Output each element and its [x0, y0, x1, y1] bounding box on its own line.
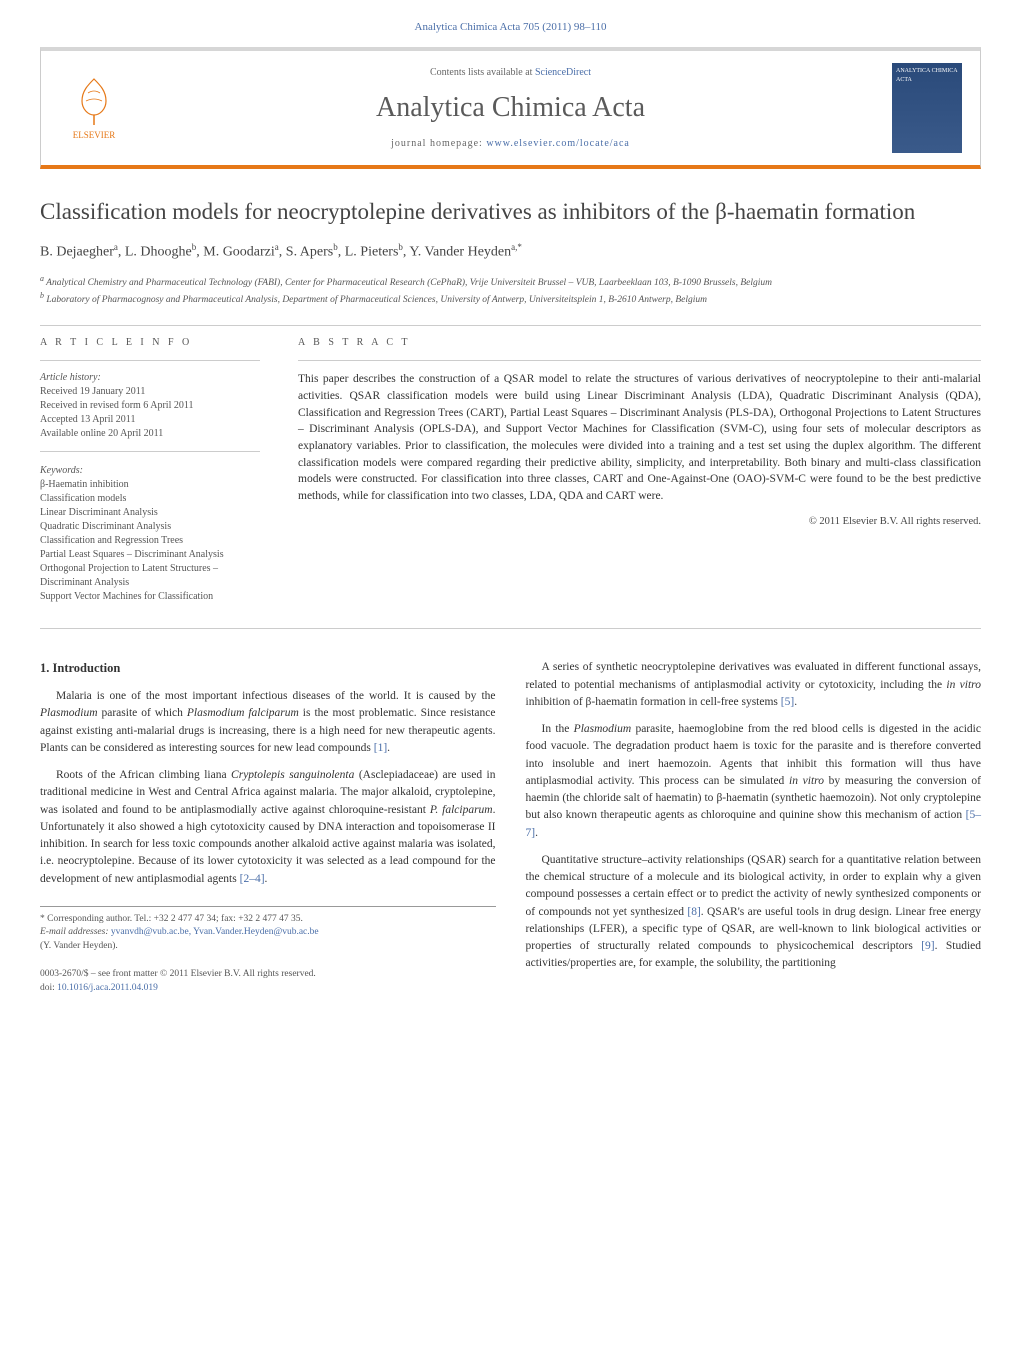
citation-link[interactable]: [9]: [921, 940, 934, 952]
email-label: E-mail addresses:: [40, 927, 109, 937]
history-item: Received in revised form 6 April 2011: [40, 399, 260, 413]
affiliations: a Analytical Chemistry and Pharmaceutica…: [40, 273, 981, 308]
publisher-label: ELSEVIER: [73, 129, 116, 142]
body-paragraph: In the Plasmodium parasite, haemoglobine…: [526, 721, 982, 842]
email-link[interactable]: yvanvdh@vub.ac.be, Yvan.Vander.Heyden@vu…: [111, 927, 319, 937]
divider: [40, 451, 260, 452]
contents-available-line: Contents lists available at ScienceDirec…: [147, 66, 874, 80]
body-paragraph: Quantitative structure–activity relation…: [526, 852, 982, 973]
keyword: Partial Least Squares – Discriminant Ana…: [40, 548, 260, 562]
homepage-link[interactable]: www.elsevier.com/locate/aca: [486, 138, 630, 149]
citation-link[interactable]: [5]: [781, 696, 794, 708]
body-paragraph: Malaria is one of the most important inf…: [40, 688, 496, 757]
author-aff-sup: b: [192, 242, 197, 252]
footnote-block: * Corresponding author. Tel.: +32 2 477 …: [40, 906, 496, 953]
author: M. Goodarzi: [203, 245, 275, 260]
corresponding-author-note: * Corresponding author. Tel.: +32 2 477 …: [40, 913, 496, 926]
meta-row: A R T I C L E I N F O Article history: R…: [40, 336, 981, 604]
footer-meta: 0003-2670/$ – see front matter © 2011 El…: [40, 967, 496, 996]
history-item: Received 19 January 2011: [40, 385, 260, 399]
divider: [40, 325, 981, 326]
right-column: A series of synthetic neocryptolepine de…: [526, 659, 982, 995]
keywords-label: Keywords:: [40, 464, 260, 478]
affiliation-a: a Analytical Chemistry and Pharmaceutica…: [40, 273, 981, 290]
keyword: Quadratic Discriminant Analysis: [40, 520, 260, 534]
article-info-column: A R T I C L E I N F O Article history: R…: [40, 336, 260, 604]
divider: [40, 628, 981, 629]
author-aff-sup: a: [114, 242, 118, 252]
divider: [40, 360, 260, 361]
author-aff-sup: a,*: [511, 242, 522, 252]
author-aff-sup: b: [398, 242, 403, 252]
keyword: Classification models: [40, 492, 260, 506]
author: Y. Vander Heyden: [409, 245, 511, 260]
journal-header: ELSEVIER Contents lists available at Sci…: [40, 47, 981, 169]
email-owner: (Y. Vander Heyden).: [40, 940, 496, 953]
journal-reference: Analytica Chimica Acta 705 (2011) 98–110: [40, 20, 981, 35]
copyright-line: © 2011 Elsevier B.V. All rights reserved…: [298, 515, 981, 530]
contents-prefix: Contents lists available at: [430, 67, 535, 78]
issn-line: 0003-2670/$ – see front matter © 2011 El…: [40, 967, 496, 981]
history-item: Available online 20 April 2011: [40, 427, 260, 441]
author: B. Dejaegher: [40, 245, 114, 260]
elsevier-tree-icon: [70, 75, 118, 129]
affiliation-b: b Laboratory of Pharmacognosy and Pharma…: [40, 290, 981, 307]
history-item: Accepted 13 April 2011: [40, 413, 260, 427]
email-line: E-mail addresses: yvanvdh@vub.ac.be, Yva…: [40, 926, 496, 939]
keyword: Classification and Regression Trees: [40, 534, 260, 548]
abstract-column: A B S T R A C T This paper describes the…: [298, 336, 981, 604]
author-aff-sup: b: [333, 242, 338, 252]
article-title: Classification models for neocryptolepin…: [40, 197, 981, 227]
keyword: Linear Discriminant Analysis: [40, 506, 260, 520]
author: S. Apers: [286, 245, 333, 260]
article-info-heading: A R T I C L E I N F O: [40, 336, 260, 350]
divider: [298, 360, 981, 361]
author: L. Pieters: [345, 245, 399, 260]
author: L. Dhooghe: [125, 245, 192, 260]
homepage-line: journal homepage: www.elsevier.com/locat…: [147, 137, 874, 151]
citation-link[interactable]: [2–4]: [240, 873, 265, 885]
sciencedirect-link[interactable]: ScienceDirect: [535, 67, 591, 78]
body-columns: 1. Introduction Malaria is one of the mo…: [40, 659, 981, 995]
journal-name: Analytica Chimica Acta: [147, 88, 874, 127]
author-aff-sup: a: [275, 242, 279, 252]
header-center: Contents lists available at ScienceDirec…: [147, 66, 874, 151]
abstract-text: This paper describes the construction of…: [298, 371, 981, 504]
author-list: B. Dejaeghera, L. Dhoogheb, M. Goodarzia…: [40, 241, 981, 262]
history-label: Article history:: [40, 371, 260, 385]
doi-link[interactable]: 10.1016/j.aca.2011.04.019: [57, 983, 158, 993]
section-heading: 1. Introduction: [40, 659, 496, 678]
citation-link[interactable]: [5–7]: [526, 809, 982, 838]
cover-label: ANALYTICA CHIMICA ACTA: [896, 67, 958, 84]
homepage-prefix: journal homepage:: [391, 138, 486, 149]
citation-link[interactable]: [8]: [687, 906, 700, 918]
keyword: β-Haematin inhibition: [40, 478, 260, 492]
abstract-heading: A B S T R A C T: [298, 336, 981, 350]
body-paragraph: Roots of the African climbing liana Cryp…: [40, 767, 496, 888]
journal-cover-thumbnail: ANALYTICA CHIMICA ACTA: [892, 63, 962, 153]
left-column: 1. Introduction Malaria is one of the mo…: [40, 659, 496, 995]
keyword: Support Vector Machines for Classificati…: [40, 590, 260, 604]
doi-label: doi:: [40, 983, 55, 993]
citation-link[interactable]: [1]: [374, 742, 387, 754]
body-paragraph: A series of synthetic neocryptolepine de…: [526, 659, 982, 711]
keyword: Orthogonal Projection to Latent Structur…: [40, 562, 260, 590]
publisher-logo: ELSEVIER: [59, 68, 129, 148]
